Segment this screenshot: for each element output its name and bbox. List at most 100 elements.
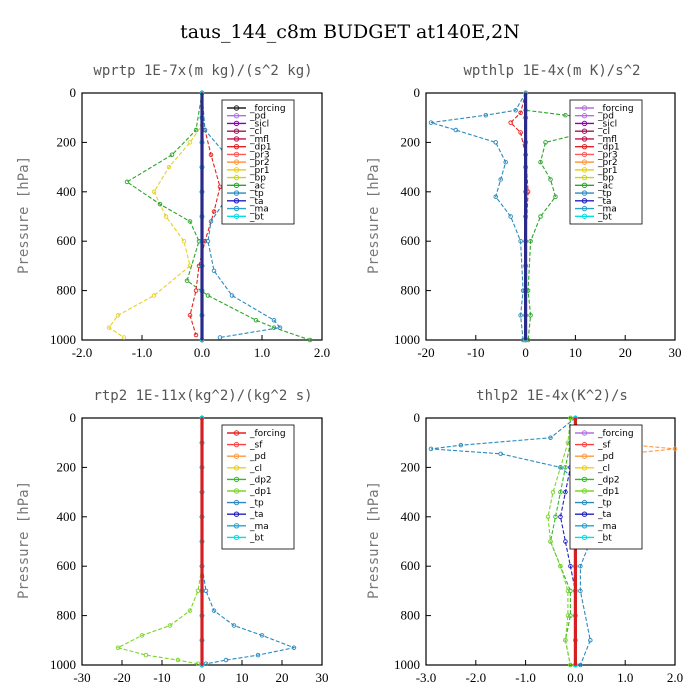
y-tick-label: 200 — [401, 459, 421, 474]
legend-marker — [233, 523, 240, 529]
series-line-dp1 — [116, 418, 203, 665]
series-point — [578, 588, 583, 594]
legend-entry-forcing: _forcing — [597, 429, 634, 439]
series-point — [253, 317, 259, 323]
series-point — [568, 563, 573, 569]
x-tick-label: 20 — [276, 670, 289, 685]
y-tick-label: 200 — [57, 459, 77, 474]
y-tick-label: 800 — [57, 283, 77, 298]
legend-entry-bt: _bt — [249, 212, 264, 222]
y-axis-label-thlp2: Pressure [hPa] — [366, 481, 382, 599]
legend-entry-ta: _ta — [249, 197, 264, 207]
panel-title-rtp2: rtp2 1E-11x(kg^2)/(kg^2 s) — [93, 388, 312, 404]
panel-wpthlp: wpthlp 1E-4x(m K)/s^2 Pressure [hPa] -20… — [366, 63, 682, 360]
y-tick-label: 1000 — [50, 332, 76, 347]
x-tick-label: 30 — [669, 345, 682, 360]
legend-marker — [581, 182, 588, 189]
y-tick-label: 0 — [70, 85, 77, 100]
x-tick-label: 1.0 — [617, 670, 633, 685]
series-point — [508, 120, 513, 125]
legend-entry-dp1: _dp1 — [597, 143, 620, 153]
legend-marker — [233, 120, 240, 127]
legend-entry-ta: _ta — [597, 510, 612, 520]
legend-entry-mfl: _mfl — [249, 135, 269, 145]
series-point — [187, 219, 193, 224]
series-point — [143, 652, 149, 658]
series-point — [558, 514, 563, 520]
legend-entry-sf: _sf — [597, 441, 611, 451]
x-tick-label: -20 — [417, 345, 434, 360]
legend-box — [569, 424, 643, 550]
series-point — [124, 179, 130, 185]
series-point — [563, 465, 568, 470]
y-tick-label: 400 — [57, 184, 77, 199]
x-tick-label: 0.0 — [194, 345, 210, 360]
legend-marker — [581, 205, 588, 212]
legend-entry-pd: _pd — [249, 452, 266, 462]
series-line-ac — [125, 92, 311, 341]
x-tick-label: -1.0 — [132, 345, 153, 360]
x-tick-label: -2.0 — [466, 670, 487, 685]
y-tick-label: 400 — [401, 184, 421, 199]
series-point — [548, 435, 553, 441]
y-tick-label: 800 — [57, 608, 77, 623]
legend-marker — [233, 453, 240, 459]
legend-entry-forcing: _forcing — [249, 104, 286, 114]
legend-entry-dp2: _dp2 — [249, 475, 272, 485]
series-point — [528, 313, 533, 318]
legend-marker — [233, 190, 240, 196]
legend-entry-pr2: _pr2 — [249, 158, 270, 168]
series-point — [493, 140, 498, 145]
series-point — [229, 293, 235, 298]
series-point — [548, 177, 553, 182]
figure-title: taus_144_c8m BUDGET at140E,2N — [180, 21, 520, 43]
series-point — [528, 238, 533, 244]
x-tick-label: 0 — [199, 670, 206, 685]
series-point — [187, 313, 193, 318]
y-axis-label-wpthlp: Pressure [hPa] — [366, 156, 382, 274]
legend-entry-forcing: _forcing — [597, 104, 634, 114]
series-point — [553, 514, 558, 520]
series-point — [428, 446, 434, 452]
x-tick-label: -1.0 — [515, 670, 536, 685]
panel-thlp2: thlp2 1E-4x(K^2)/s Pressure [hPa] -3.0 -2… — [366, 388, 683, 685]
legend-entry-bp: _bp — [249, 174, 266, 184]
series-point — [563, 539, 568, 544]
x-tick-label: -3.0 — [416, 670, 437, 685]
series-point — [503, 159, 508, 165]
x-tick-label: 10 — [569, 345, 582, 360]
series-point — [513, 108, 518, 113]
series-line-pr1 — [108, 93, 203, 338]
y-tick-label: 1000 — [394, 332, 420, 347]
series-point — [568, 588, 573, 594]
legend-entry-pd: _pd — [597, 112, 614, 122]
series-point — [563, 489, 568, 495]
legend-marker — [233, 105, 240, 111]
legend-entry-tp: _tp — [597, 499, 612, 509]
series-point — [545, 514, 551, 520]
series-point — [255, 652, 261, 658]
legend-entry-ta: _ta — [249, 510, 264, 520]
x-tick-label: 10 — [236, 670, 249, 685]
series-point — [483, 112, 489, 118]
y-tick-label: 1000 — [394, 657, 420, 672]
legend-marker — [581, 128, 588, 134]
legend-entry-dp1: _dp1 — [597, 487, 620, 497]
legend-marker — [581, 511, 588, 517]
legend-entry-pr1: _pr1 — [249, 166, 270, 176]
legend-marker — [233, 499, 240, 506]
series-point — [157, 201, 163, 207]
legend-entry-pr3: _pr3 — [597, 150, 618, 160]
series-line-tp — [201, 418, 296, 665]
legend-entry-cl: _cl — [597, 127, 610, 137]
series-point — [568, 415, 573, 421]
series-point — [121, 335, 127, 340]
series-point — [453, 127, 459, 133]
x-tick-label: -2.0 — [72, 345, 93, 360]
x-tick-label: 30 — [316, 670, 329, 685]
legend-entry-bp: _bp — [597, 174, 614, 184]
y-tick-label: 800 — [401, 608, 421, 623]
legend-marker — [233, 198, 240, 204]
x-tick-label: 2.0 — [314, 345, 330, 360]
series-point — [193, 332, 199, 338]
